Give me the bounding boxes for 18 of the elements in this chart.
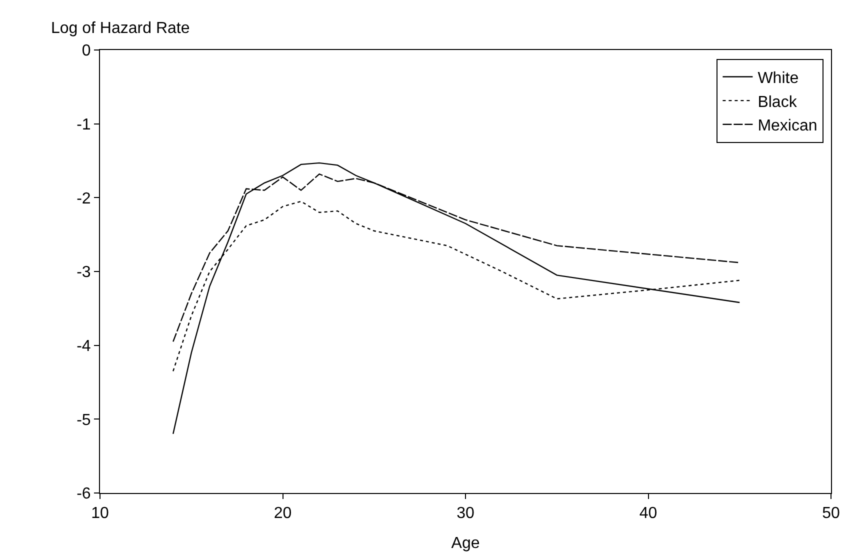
y-axis-title: Log of Hazard Rate xyxy=(51,20,190,37)
x-tick-label: 20 xyxy=(274,505,292,522)
y-tick-label: -1 xyxy=(76,116,91,134)
x-tick-label: 30 xyxy=(456,505,474,522)
x-tick-label: 50 xyxy=(822,505,840,522)
y-tick-label: -3 xyxy=(76,264,91,282)
x-axis-title: Age xyxy=(451,534,480,552)
x-tick-label: 40 xyxy=(639,505,658,522)
legend-label: Black xyxy=(758,94,798,111)
y-tick-label: -6 xyxy=(76,486,91,503)
y-tick-label: -4 xyxy=(76,338,91,355)
y-tick-label: -2 xyxy=(76,190,91,208)
legend-label: Mexican xyxy=(758,118,818,135)
y-tick-label: -5 xyxy=(76,412,91,429)
x-tick-label: 10 xyxy=(91,505,109,522)
legend-label: White xyxy=(758,70,799,87)
y-tick-label: 0 xyxy=(82,42,91,60)
line-series xyxy=(172,162,740,435)
